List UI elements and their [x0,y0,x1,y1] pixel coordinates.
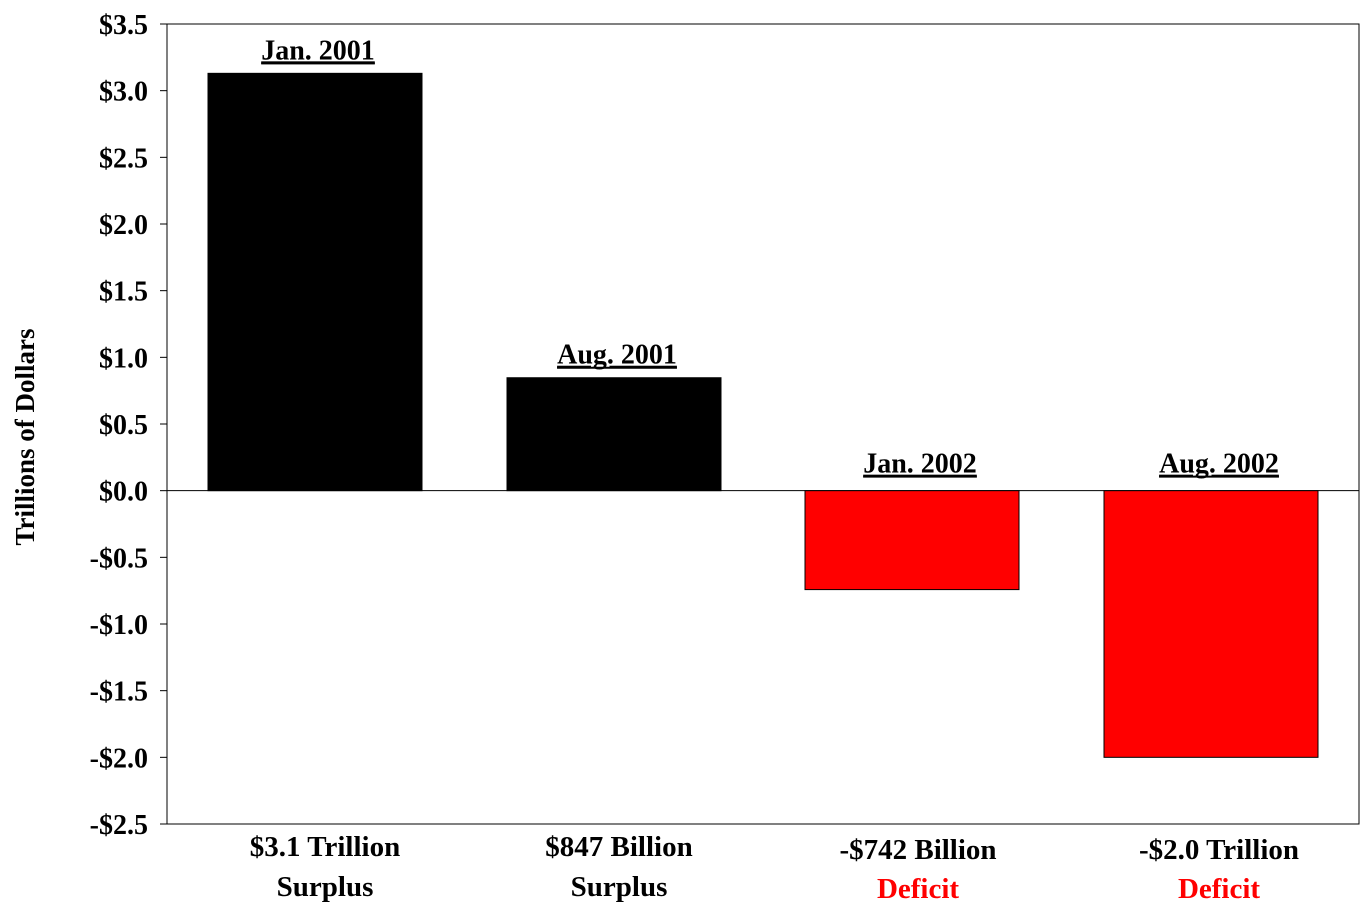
category-amount: -$2.0 Trillion [1139,834,1299,866]
y-tick-label: -$1.5 [90,677,148,708]
y-tick-label: -$2.0 [90,743,148,774]
y-tick-label: $3.5 [99,10,148,41]
category-kind: Deficit [1178,873,1260,905]
category-labels: $3.1 Trillion Surplus $847 Billion Surplus -… [250,831,1299,905]
bar-date-label: Aug. 2002 [1159,449,1279,480]
bar-date-label: Jan. 2001 [261,35,375,66]
bars [207,72,1319,758]
y-tick-label: $2.5 [99,143,148,174]
y-tick-label: $1.0 [99,343,148,374]
bar-3 [804,490,1020,591]
y-tick-label: $1.5 [99,277,148,308]
category-kind: Surplus [571,871,668,903]
category-kind: Surplus [277,871,374,903]
category-amount: $3.1 Trillion [250,831,400,863]
y-axis: $3.5 $3.0 $2.5 $2.0 $1.5 $1.0 $0.5 $0.0 -$0.5 -$1… [90,10,167,841]
bar-date-label: Aug. 2001 [557,340,677,371]
y-tick-label: $0.0 [99,477,148,508]
y-tick-label: $3.0 [99,77,148,108]
bar-2 [506,377,722,492]
y-tick-label: -$0.5 [90,543,148,574]
y-axis-label: Trillions of Dollars [10,328,40,545]
category-kind: Deficit [877,873,959,905]
y-tick-label: -$1.0 [90,610,148,641]
y-tick-label: $2.0 [99,210,148,241]
bar-1 [207,72,423,492]
bar-labels: Jan. 2001 Aug. 2001 Jan. 2002 Aug. 2002 [261,35,1279,480]
y-tick-label: $0.5 [99,410,148,441]
y-tick-label: -$2.5 [90,810,148,841]
bar-4 [1103,490,1319,758]
category-amount: $847 Billion [545,831,692,863]
bar-date-label: Jan. 2002 [863,449,977,480]
category-amount: -$742 Billion [839,834,996,866]
